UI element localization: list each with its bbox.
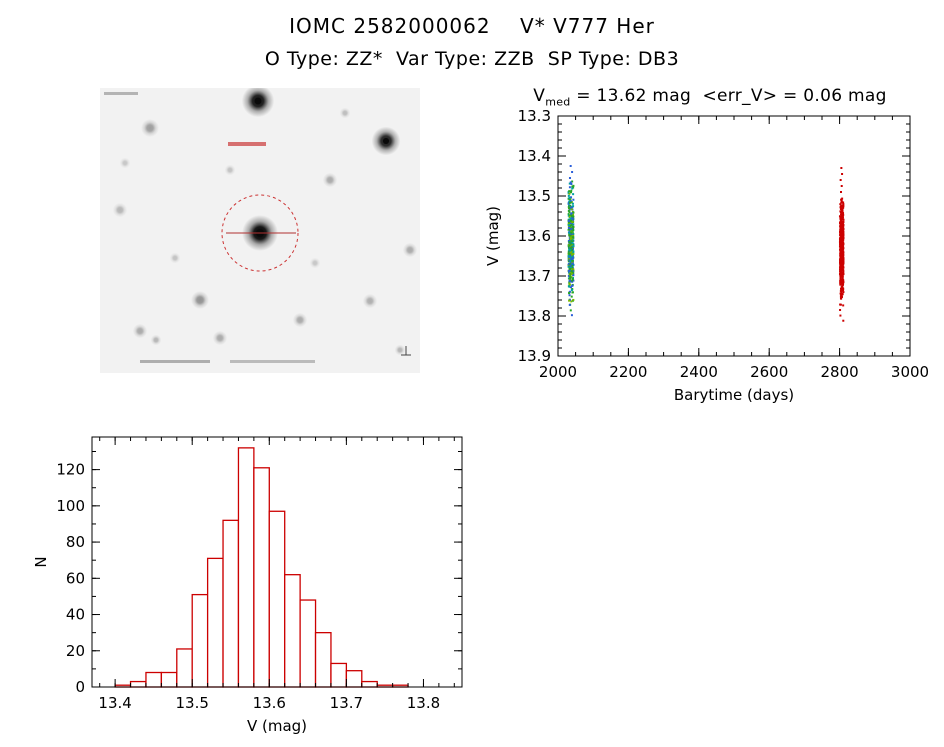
svg-text:Barytime (days): Barytime (days) [674, 386, 794, 404]
svg-text:13.5: 13.5 [518, 187, 551, 205]
aperture-circle [221, 194, 299, 272]
chart-annotations [104, 92, 411, 363]
lightcurve-axes [557, 115, 911, 357]
svg-text:20: 20 [66, 642, 85, 660]
svg-text:0: 0 [75, 678, 85, 696]
svg-text:80: 80 [66, 533, 85, 551]
svg-text:60: 60 [66, 569, 85, 587]
svg-text:13.7: 13.7 [330, 694, 363, 712]
svg-text:13.4: 13.4 [98, 694, 131, 712]
page-subtitle: O Type: ZZ* Var Type: ZZB SP Type: DB3 [264, 48, 680, 70]
svg-text:13.4: 13.4 [518, 147, 551, 165]
svg-text:N: N [32, 556, 50, 567]
svg-text:3000: 3000 [891, 363, 929, 381]
svg-text:13.3: 13.3 [518, 107, 551, 125]
svg-text:2800: 2800 [821, 363, 859, 381]
svg-text:2400: 2400 [680, 363, 718, 381]
svg-text:40: 40 [66, 606, 85, 624]
svg-text:100: 100 [56, 497, 85, 515]
svg-text:13.7: 13.7 [518, 267, 551, 285]
lightcurve-title: Vmed = 13.62 mag <err_V> = 0.06 mag [480, 86, 940, 108]
vmed-symbol: V [533, 86, 546, 106]
svg-text:120: 120 [56, 461, 85, 479]
series-epoch-cluster-1 [567, 165, 575, 317]
svg-text:13.8: 13.8 [518, 307, 551, 325]
histogram-bars [114, 447, 409, 688]
svg-text:2600: 2600 [750, 363, 788, 381]
svg-text:13.8: 13.8 [407, 694, 440, 712]
svg-text:V (mag): V (mag) [484, 206, 502, 266]
vmed-subscript: med [545, 95, 571, 109]
svg-text:13.6: 13.6 [518, 227, 551, 245]
finding-chart [100, 84, 420, 373]
vmed-values: = 13.62 mag <err_V> = 0.06 mag [570, 86, 887, 106]
histogram-axes [91, 436, 463, 688]
svg-text:2000: 2000 [539, 363, 577, 381]
lightcurve-plot: 2000 2200 2400 2600 2800 3000 13.3 13.4 13.5 13.6… [484, 107, 929, 404]
finding-chart-image [100, 84, 420, 373]
histogram-plot: 13.4 13.5 13.6 13.7 13.8 0 20 40 60 80 100 120 V (ma… [32, 436, 463, 735]
page-title: IOMC 2582000062 V* V777 Her [289, 14, 655, 38]
svg-text:13.6: 13.6 [253, 694, 286, 712]
svg-text:2200: 2200 [609, 363, 647, 381]
svg-text:13.5: 13.5 [176, 694, 209, 712]
field-stars [112, 84, 418, 356]
svg-text:V (mag): V (mag) [247, 717, 307, 735]
svg-text:13.9: 13.9 [518, 347, 551, 365]
lightcurve-points [567, 165, 845, 322]
series-epoch-cluster-2 [838, 167, 845, 322]
